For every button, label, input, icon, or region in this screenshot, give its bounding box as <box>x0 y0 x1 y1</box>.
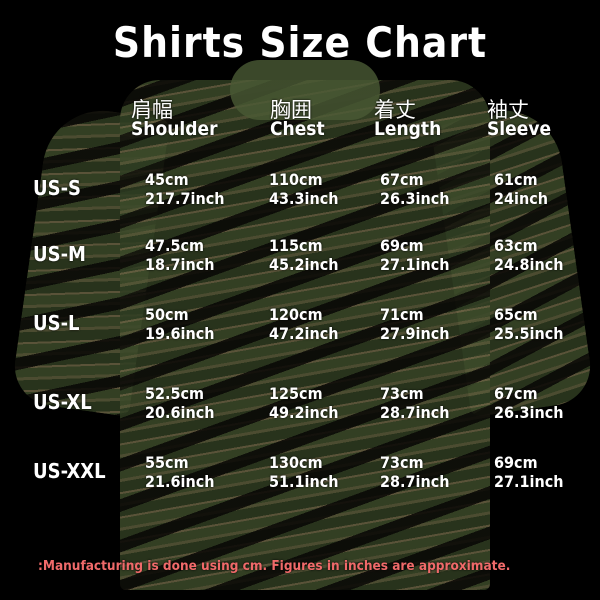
inch-value: 217.7inch <box>145 189 225 208</box>
cm-value: 67cm <box>494 384 538 403</box>
table-cell: 45cm 217.7inch <box>145 170 225 208</box>
cm-value: 65cm <box>494 305 538 324</box>
table-cell: 110cm 43.3inch <box>269 170 338 208</box>
inch-value: 45.2inch <box>269 255 339 274</box>
cm-value: 55cm <box>145 453 189 472</box>
inch-value: 24inch <box>494 189 548 208</box>
header-shoulder: Shoulder <box>131 118 218 140</box>
table-cell: 67cm 26.3inch <box>494 384 563 422</box>
table-cell: 71cm 27.9inch <box>380 305 449 343</box>
size-label: US-L <box>33 311 80 335</box>
inch-value: 27.1inch <box>494 472 564 491</box>
camo-shirt-collar <box>230 60 380 120</box>
size-label: US-XXL <box>33 459 106 483</box>
cm-value: 125cm <box>269 384 323 403</box>
table-cell: 73cm 28.7inch <box>380 384 449 422</box>
header-sleeve: Sleeve <box>487 118 552 140</box>
inch-value: 27.9inch <box>380 324 450 343</box>
header-shoulder-jp: 肩幅 <box>131 98 173 122</box>
cm-value: 71cm <box>380 305 424 324</box>
inch-value: 51.1inch <box>269 472 339 491</box>
inch-value: 19.6inch <box>145 324 215 343</box>
size-label: US-S <box>33 176 81 200</box>
header-sleeve-jp: 袖丈 <box>487 98 529 122</box>
cm-value: 61cm <box>494 170 538 189</box>
inch-value: 20.6inch <box>145 403 215 422</box>
camo-shirt-body <box>120 80 490 590</box>
cm-value: 110cm <box>269 170 323 189</box>
header-chest-jp: 胸囲 <box>270 98 312 122</box>
inch-value: 47.2inch <box>269 324 339 343</box>
cm-value: 130cm <box>269 453 323 472</box>
inch-value: 27.1inch <box>380 255 450 274</box>
cm-value: 73cm <box>380 384 424 403</box>
inch-value: 26.3inch <box>494 403 564 422</box>
table-cell: 63cm 24.8inch <box>494 236 563 274</box>
cm-value: 69cm <box>494 453 538 472</box>
cm-value: 47.5cm <box>145 236 205 255</box>
chart-title: Shirts Size Chart <box>112 18 488 67</box>
table-cell: 61cm 24inch <box>494 170 548 208</box>
inch-value: 26.3inch <box>380 189 450 208</box>
table-cell: 67cm 26.3inch <box>380 170 449 208</box>
header-length: Length <box>374 118 442 140</box>
inch-value: 43.3inch <box>269 189 339 208</box>
table-cell: 130cm 51.1inch <box>269 453 338 491</box>
table-cell: 73cm 28.7inch <box>380 453 449 491</box>
table-cell: 50cm 19.6inch <box>145 305 214 343</box>
inch-value: 49.2inch <box>269 403 339 422</box>
table-cell: 47.5cm 18.7inch <box>145 236 214 274</box>
table-cell: 125cm 49.2inch <box>269 384 338 422</box>
table-cell: 69cm 27.1inch <box>380 236 449 274</box>
size-label: US-M <box>33 242 86 266</box>
cm-value: 120cm <box>269 305 323 324</box>
cm-value: 115cm <box>269 236 323 255</box>
cm-value: 45cm <box>145 170 189 189</box>
inch-value: 18.7inch <box>145 255 215 274</box>
table-cell: 120cm 47.2inch <box>269 305 338 343</box>
header-chest: Chest <box>270 118 325 140</box>
cm-value: 69cm <box>380 236 424 255</box>
cm-value: 67cm <box>380 170 424 189</box>
header-length-jp: 着丈 <box>374 98 416 122</box>
table-cell: 65cm 25.5inch <box>494 305 563 343</box>
inch-value: 21.6inch <box>145 472 215 491</box>
table-cell: 115cm 45.2inch <box>269 236 338 274</box>
cm-value: 73cm <box>380 453 424 472</box>
cm-value: 50cm <box>145 305 189 324</box>
table-cell: 52.5cm 20.6inch <box>145 384 214 422</box>
inch-value: 28.7inch <box>380 403 450 422</box>
table-cell: 69cm 27.1inch <box>494 453 563 491</box>
cm-value: 63cm <box>494 236 538 255</box>
inch-value: 25.5inch <box>494 324 564 343</box>
footer-note: :Manufacturing is done using cm. Figures… <box>38 558 511 574</box>
inch-value: 24.8inch <box>494 255 564 274</box>
size-label: US-XL <box>33 390 92 414</box>
cm-value: 52.5cm <box>145 384 205 403</box>
inch-value: 28.7inch <box>380 472 450 491</box>
table-cell: 55cm 21.6inch <box>145 453 214 491</box>
